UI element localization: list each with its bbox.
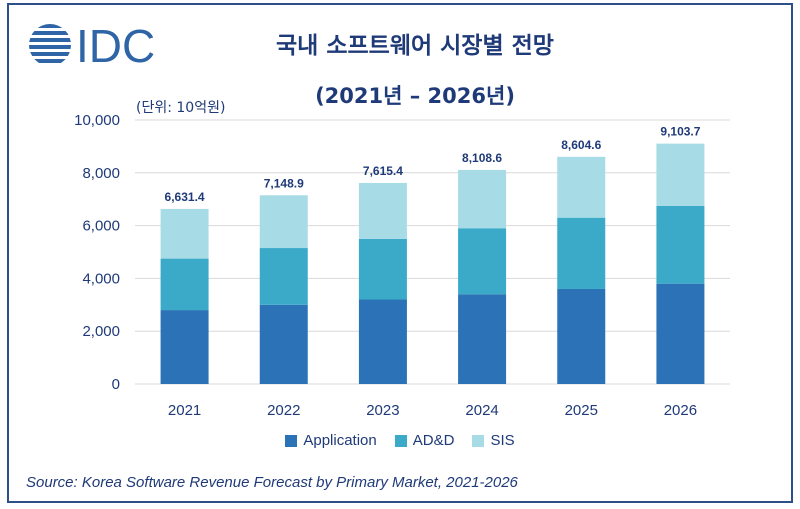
bar-segment-sis <box>259 195 308 249</box>
y-tick-label: 2,000 <box>82 323 120 340</box>
unit-label: (단위: 10억원) <box>136 100 226 116</box>
y-tick-label: 4,000 <box>82 270 120 287</box>
chart-subtitle: (2021년 – 2026년) <box>315 84 515 108</box>
y-tick-label: 6,000 <box>82 218 120 235</box>
x-tick-label: 2024 <box>465 402 498 419</box>
chart-title: 국내 소프트웨어 시장별 전망 <box>276 33 554 59</box>
bar-segment-application <box>656 283 705 384</box>
legend-item-add: AD&D <box>394 432 455 449</box>
bar-segment-sis <box>358 182 407 239</box>
bar-segment-add <box>358 238 407 300</box>
bar-total-label: 7,615.4 <box>363 164 403 178</box>
x-tick-label: 2021 <box>168 402 201 419</box>
bar-total-label: 8,108.6 <box>462 151 502 165</box>
bar-segment-application <box>557 288 606 384</box>
x-tick-label: 2025 <box>565 402 598 419</box>
bar-segment-add <box>557 217 606 289</box>
bar-segment-application <box>160 310 209 384</box>
source-note: Source: Korea Software Revenue Forecast … <box>26 474 518 491</box>
bar-segment-application <box>358 299 407 384</box>
x-tick-label: 2022 <box>267 402 300 419</box>
bar-total-label: 7,148.9 <box>264 176 304 190</box>
x-tick-label: 2023 <box>366 402 399 419</box>
legend-swatch-add <box>394 434 407 447</box>
legend-label-sis: SIS <box>490 432 515 449</box>
bar-segment-add <box>656 205 705 284</box>
bar-segment-add <box>458 228 507 295</box>
bar-segment-sis <box>557 156 606 218</box>
stacked-bar-chart: 0 2,000 4,000 6,000 8,000 10,000 6,631.4 2021 7,… <box>74 112 730 419</box>
legend-label-application: Application <box>303 432 377 449</box>
globe-icon: IDC <box>29 20 155 72</box>
x-tick-label: 2026 <box>664 402 697 419</box>
logo-text: IDC <box>76 22 155 68</box>
legend-label-add: AD&D <box>412 432 455 449</box>
bar-segment-application <box>458 294 507 384</box>
legend: Application AD&D SIS <box>0 432 800 449</box>
bar-segment-sis <box>656 143 705 206</box>
y-tick-label: 10,000 <box>74 112 120 129</box>
legend-swatch-application <box>285 434 298 447</box>
bar-segment-add <box>259 248 308 305</box>
bar-segment-application <box>259 304 308 384</box>
bar-segment-sis <box>160 208 209 259</box>
legend-item-application: Application <box>285 432 377 449</box>
legend-item-sis: SIS <box>472 432 515 449</box>
legend-swatch-sis <box>472 434 485 447</box>
bar-segment-add <box>160 258 209 311</box>
bar-total-label: 6,631.4 <box>165 190 205 204</box>
bar-segment-sis <box>458 169 507 229</box>
bar-total-label: 8,604.6 <box>561 138 601 152</box>
idc-logo: IDC <box>28 20 188 72</box>
y-tick-label: 8,000 <box>82 165 120 182</box>
y-tick-label: 0 <box>112 376 120 393</box>
bar-total-label: 9,103.7 <box>660 125 700 139</box>
